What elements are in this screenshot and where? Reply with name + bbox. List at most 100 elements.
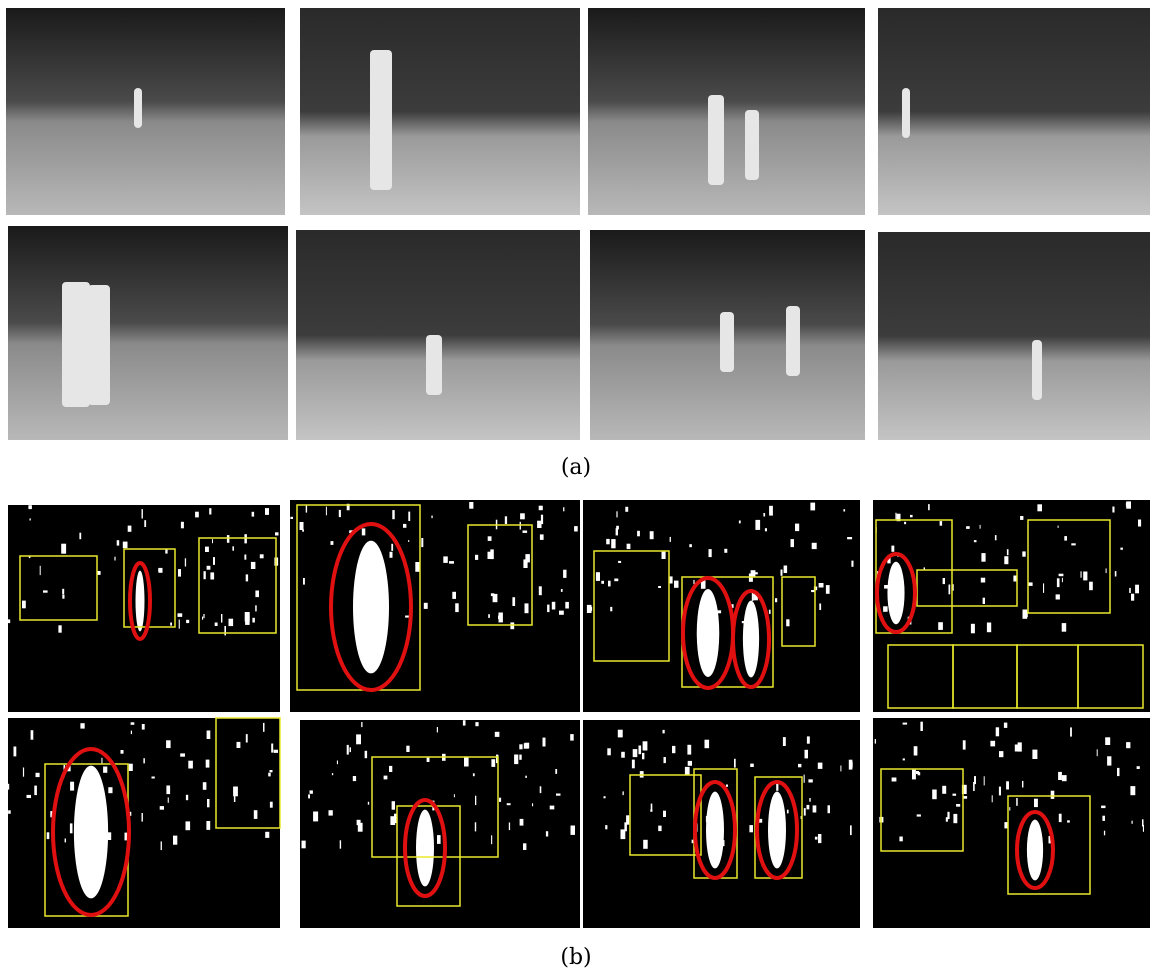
foreground-pixel (252, 618, 255, 623)
foreground-pixel (8, 619, 10, 623)
foreground-pixel (604, 796, 606, 798)
foreground-pixel (1016, 798, 1018, 806)
foreground-pixel (999, 751, 1003, 757)
foreground-pixel (31, 730, 34, 740)
foreground-pixel (244, 555, 246, 560)
foreground-pixel (244, 534, 247, 543)
foreground-pixel (357, 820, 361, 825)
foreground-pixel (488, 536, 492, 541)
foreground-pixel (47, 832, 50, 839)
foreground-pixel (813, 805, 817, 812)
foreground-pixel (561, 589, 563, 592)
foreground-pixel (227, 535, 230, 543)
foreground-pixel (739, 521, 741, 524)
foreground-pixel (233, 787, 238, 797)
foreground-pixel (23, 768, 24, 777)
foreground-pixel (490, 549, 494, 559)
foreground-pixel (990, 741, 995, 747)
foreground-pixel (726, 785, 728, 787)
foreground-pixel (144, 520, 146, 527)
foreground-pixel (903, 723, 908, 725)
foreground-pixel (353, 776, 356, 781)
foreground-pixel (252, 512, 255, 517)
foreground-pixel (452, 592, 456, 599)
foreground-pixel (574, 526, 578, 531)
pedestrian (1032, 340, 1042, 400)
foreground-pixel (302, 530, 304, 532)
foreground-pixel (1120, 548, 1123, 550)
foreground-pixel (268, 773, 271, 777)
foreground-pixel (963, 740, 966, 749)
foreground-pixel (1115, 571, 1117, 576)
foreground-pixel (205, 547, 209, 552)
foreground-pixel (1022, 551, 1025, 556)
person-silhouette (1027, 820, 1043, 881)
foreground-pixel (605, 825, 607, 829)
foreground-pixel (670, 537, 671, 542)
foreground-pixel (875, 739, 876, 744)
person-silhouette (353, 541, 389, 674)
person-silhouette (697, 589, 720, 677)
foreground-pixel (65, 839, 66, 843)
foreground-pixel (971, 624, 975, 634)
foreground-pixel (310, 790, 313, 793)
foreground-pixel (537, 521, 541, 528)
foreground-pixel (331, 541, 334, 545)
foreground-pixel (786, 619, 789, 626)
foreground-pixel (142, 813, 143, 822)
foreground-pixel (987, 623, 991, 633)
foreground-pixel (271, 744, 273, 753)
foreground-pixel (826, 585, 830, 594)
foreground-pixel (58, 625, 61, 632)
foreground-pixel (980, 525, 981, 529)
foreground-pixel (1070, 727, 1072, 736)
foreground-pixel (121, 750, 124, 754)
foreground-pixel (62, 595, 64, 599)
foreground-pixel (173, 836, 177, 845)
foreground-pixel (664, 757, 666, 763)
foreground-pixel (587, 605, 592, 613)
binary-map (8, 718, 280, 928)
foreground-pixel (204, 571, 206, 579)
foreground-pixel (981, 578, 985, 583)
foreground-pixel (195, 512, 199, 518)
foreground-pixel (188, 761, 193, 769)
foreground-pixel (186, 620, 189, 623)
foreground-pixel (209, 508, 211, 514)
foreground-pixel (270, 802, 273, 808)
foreground-pixel (783, 737, 786, 746)
foreground-pixel (245, 612, 250, 622)
foreground-pixel (361, 722, 362, 727)
foreground-pixel (263, 723, 265, 732)
foreground-pixel (637, 531, 640, 537)
foreground-pixel (475, 822, 476, 831)
foreground-pixel (904, 522, 906, 524)
foreground-pixel (1106, 568, 1107, 573)
foreground-pixel (674, 581, 679, 588)
foreground-pixel (207, 799, 210, 807)
foreground-pixel (992, 795, 993, 802)
foreground-pixel (995, 535, 997, 540)
foreground-pixel (818, 763, 823, 769)
foreground-pixel (843, 509, 845, 511)
foreground-pixel (1004, 723, 1007, 728)
foreground-pixel (520, 513, 525, 519)
foreground-pixel (475, 796, 476, 805)
foreground-pixel (255, 591, 259, 598)
foreground-pixel (1130, 786, 1135, 795)
foreground-pixel (632, 760, 635, 769)
foreground-pixel (621, 752, 625, 758)
foreground-pixel (206, 760, 210, 768)
foreground-pixel (340, 840, 341, 848)
foreground-pixel (463, 720, 466, 725)
foreground-pixel (408, 540, 409, 542)
foreground-pixel (791, 539, 795, 547)
foreground-pixel (103, 767, 107, 773)
foreground-pixel (392, 801, 395, 810)
foreground-pixel (505, 516, 507, 524)
person-silhouette (887, 562, 904, 624)
foreground-pixel (633, 749, 638, 757)
foreground-pixel (131, 731, 132, 735)
foreground-pixel (1032, 750, 1037, 759)
foreground-pixel (983, 598, 985, 604)
